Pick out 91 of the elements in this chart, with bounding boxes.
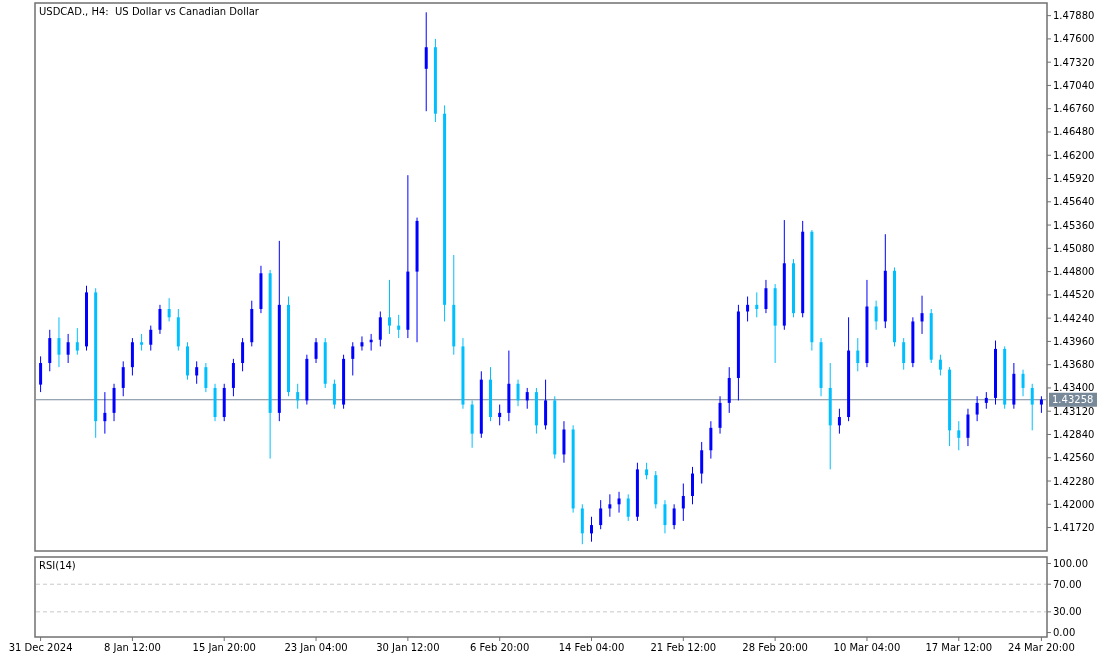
candlestick: [590, 516, 593, 543]
x-tick-label: 28 Feb 20:00: [742, 642, 808, 653]
candlestick: [966, 408, 970, 447]
y-tick-label: 70.00: [1053, 578, 1082, 590]
y-tick-label: 1.47880: [1053, 10, 1095, 22]
candlestick: [957, 420, 961, 451]
candlestick: [241, 337, 245, 372]
candlestick: [975, 395, 979, 422]
y-tick-label: 1.43680: [1053, 359, 1095, 371]
y-tick-label: 1.44240: [1053, 312, 1095, 324]
x-tick-label: 17 Mar 12:00: [925, 642, 993, 653]
candlestick: [837, 408, 841, 435]
x-tick-label: 30 Jan 12:00: [376, 642, 440, 653]
candlestick: [626, 493, 630, 522]
candlestick: [167, 297, 171, 322]
candlestick: [709, 420, 713, 460]
candlestick: [920, 295, 924, 335]
y-tick-label: 1.47600: [1053, 33, 1095, 45]
candlestick: [39, 355, 43, 393]
candlestick: [746, 296, 750, 322]
y-tick-label: 1.45360: [1053, 219, 1095, 231]
ref-line-label: 1.43258: [1052, 394, 1094, 406]
candlestick: [1021, 369, 1025, 397]
y-tick-label: 1.44800: [1053, 266, 1095, 278]
x-tick-label: 24 Mar 20:00: [1008, 642, 1075, 653]
candlestick: [516, 379, 520, 407]
candlestick: [66, 333, 70, 364]
candlestick: [617, 491, 621, 514]
candlestick: [691, 466, 694, 505]
candlestick: [397, 314, 401, 339]
candlestick: [755, 291, 759, 318]
chart-title: USDCAD., H4: US Dollar vs Canadian Dollar: [39, 6, 260, 17]
x-tick-label: 31 Dec 2024: [8, 642, 73, 653]
y-tick-label: 1.47040: [1053, 79, 1095, 91]
candlestick: [204, 362, 208, 393]
candlestick: [424, 11, 428, 112]
y-tick-label: 1.47320: [1053, 56, 1095, 68]
candlestick: [332, 379, 336, 410]
candlestick: [681, 483, 685, 522]
y-tick-label: 1.46760: [1053, 103, 1095, 115]
y-tick-label: 1.42000: [1053, 498, 1095, 510]
x-tick-label: 23 Jan 04:00: [284, 642, 348, 653]
candlestick: [599, 499, 603, 530]
y-tick-label: 1.45640: [1053, 196, 1095, 208]
x-tick-label: 8 Jan 12:00: [103, 642, 161, 653]
candlestick: [103, 391, 107, 435]
y-tick-label: 1.45920: [1053, 173, 1095, 185]
candlestick: [388, 279, 391, 335]
x-tick-label: 14 Feb 04:00: [558, 642, 625, 653]
candlestick: [296, 383, 300, 410]
candlestick: [378, 310, 382, 347]
candlestick: [195, 360, 199, 385]
candlestick: [764, 279, 768, 314]
candlestick: [360, 335, 364, 352]
candlestick: [874, 300, 878, 331]
candlestick: [700, 441, 704, 485]
y-tick-label: 1.42280: [1053, 475, 1095, 487]
candlestick: [158, 304, 162, 335]
candlestick: [663, 499, 667, 534]
candlestick: [57, 316, 61, 368]
y-tick-label: 1.42840: [1053, 428, 1095, 440]
candlestick: [121, 360, 125, 397]
candlestick: [672, 503, 676, 530]
candlestick: [314, 337, 318, 364]
y-tick-label: 1.44520: [1053, 289, 1095, 301]
candlestick: [149, 325, 153, 352]
candlestick: [351, 341, 355, 376]
candlestick: [525, 387, 529, 410]
x-tick-label: 6 Feb 20:00: [470, 642, 530, 653]
x-tick-label: 10 Mar 04:00: [833, 642, 901, 653]
candlestick: [75, 327, 79, 356]
candlestick: [938, 354, 942, 376]
y-tick-label: 1.43960: [1053, 335, 1095, 347]
y-tick-label: 1.46200: [1053, 149, 1095, 161]
candlestick: [1030, 383, 1034, 431]
y-tick-label: 1.41720: [1053, 522, 1095, 534]
chart-title: RSI(14): [39, 560, 76, 571]
y-tick-label: 1.45080: [1053, 242, 1095, 254]
candlestick: [498, 404, 502, 426]
candlestick: [608, 493, 612, 518]
y-tick-label: 1.43400: [1053, 382, 1095, 394]
y-tick-label: 0.00: [1053, 627, 1076, 639]
candlestick: [902, 337, 906, 371]
x-tick-label: 21 Feb 12:00: [650, 642, 717, 653]
y-tick-label: 1.43120: [1053, 405, 1095, 417]
y-tick-label: 1.42560: [1053, 452, 1095, 464]
y-tick-label: 30.00: [1053, 606, 1082, 618]
y-tick-label: 1.46480: [1053, 126, 1095, 138]
y-tick-label: 100.00: [1053, 558, 1088, 570]
candlestick: [856, 337, 860, 372]
x-tick-label: 15 Jan 20:00: [192, 642, 256, 653]
